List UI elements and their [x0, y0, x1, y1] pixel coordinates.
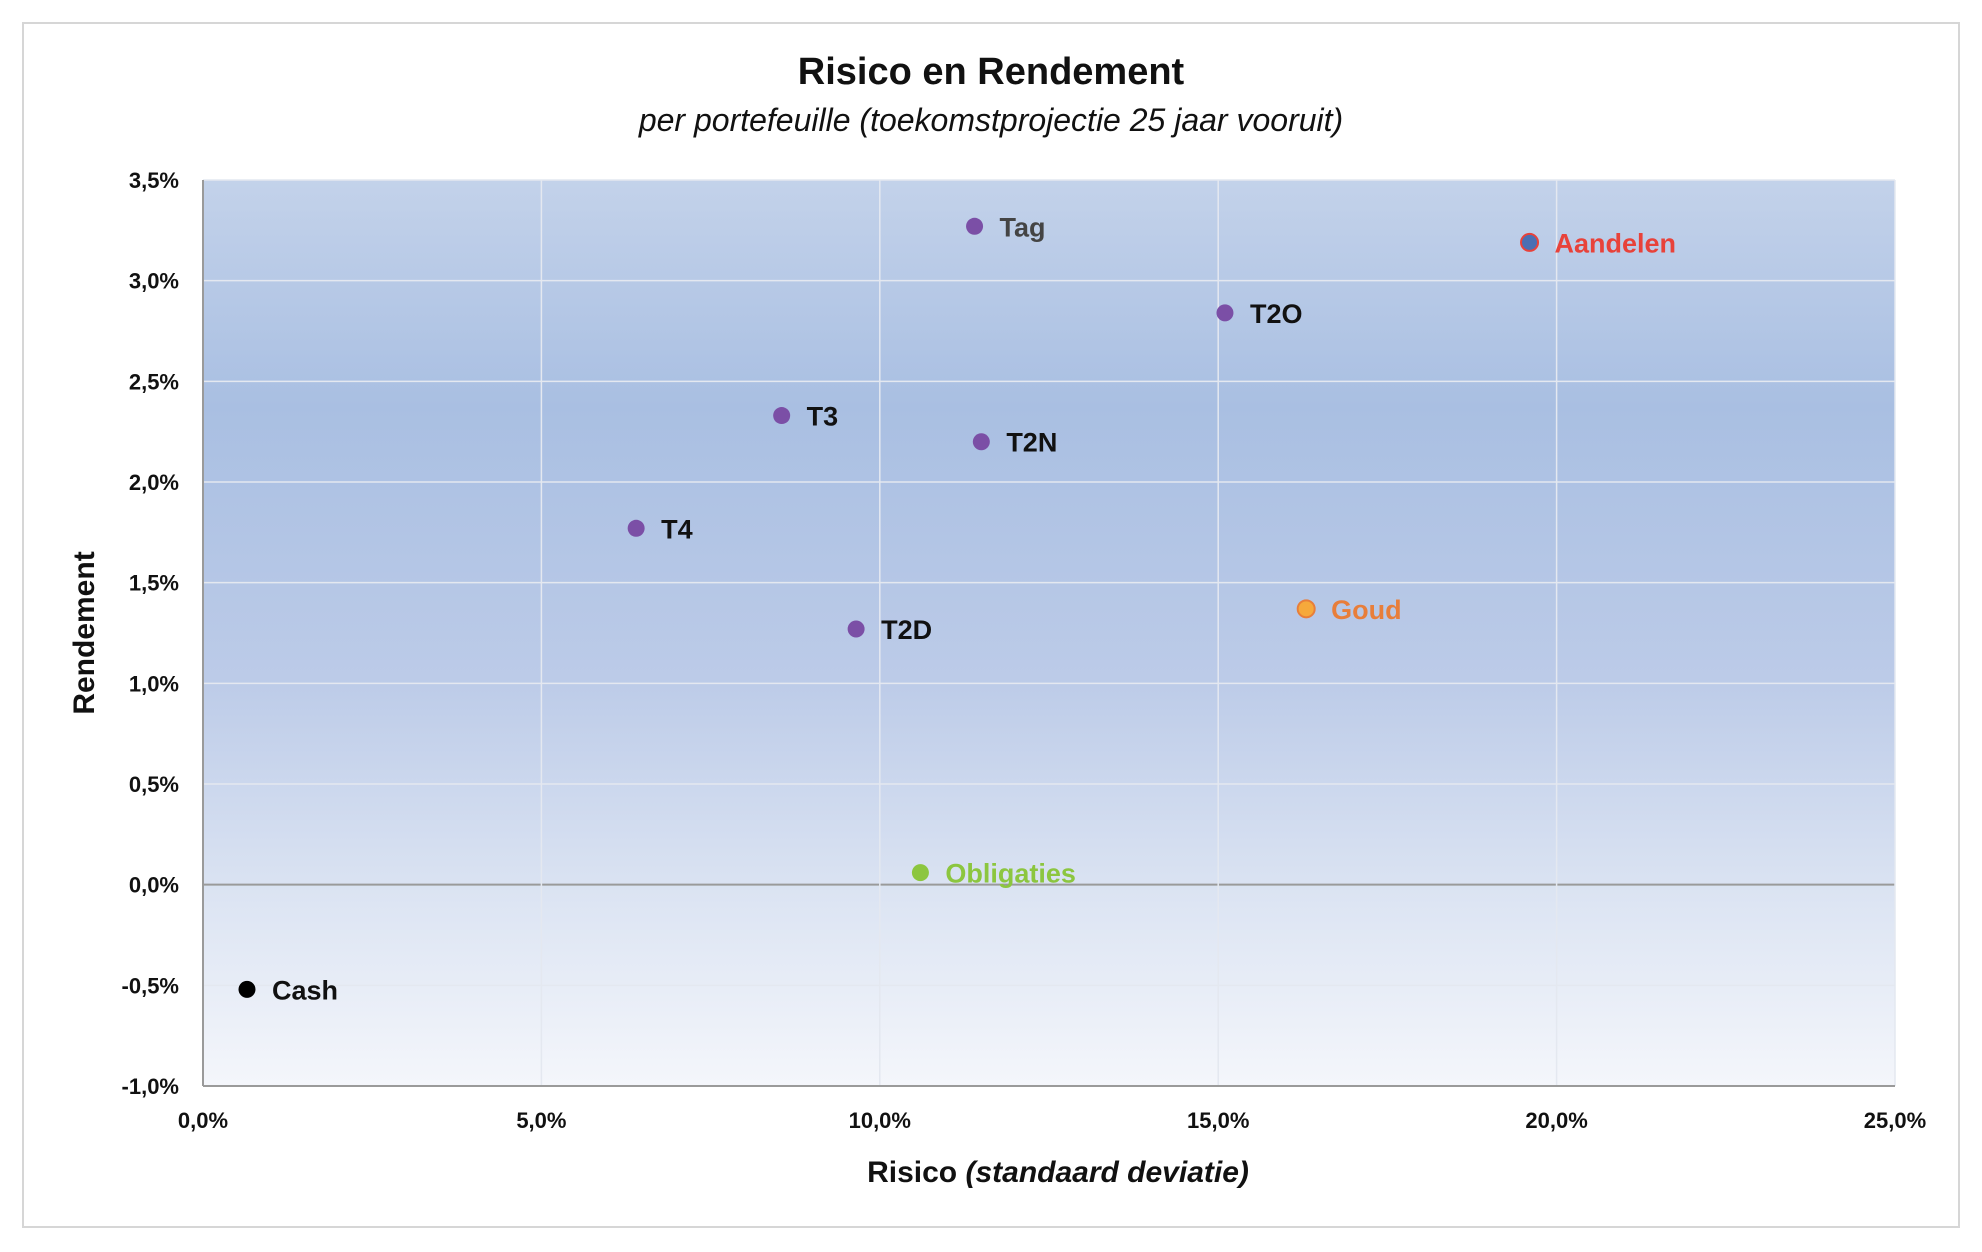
x-tick-label: 20,0% — [1525, 1108, 1587, 1133]
point-goud — [1296, 599, 1316, 619]
y-axis-label: Rendement — [68, 551, 101, 714]
x-axis-label: Risico (standaard deviatie) — [867, 1156, 1249, 1189]
point-label-aandelen: Aandelen — [1555, 228, 1677, 258]
y-tick-label: 1,0% — [129, 671, 179, 696]
x-tick-label: 10,0% — [849, 1108, 911, 1133]
y-tick-label: 0,5% — [129, 772, 179, 797]
data-points: Tag Aandelen T2O T3 T2N T4 Goud T2D Obligaties Ca… — [238, 212, 1676, 1005]
x-tick-label: 5,0% — [516, 1108, 566, 1133]
point-aandelen — [1520, 232, 1540, 252]
point-label-t4: T4 — [661, 514, 693, 544]
point-t3 — [773, 407, 791, 425]
y-tick-label: -0,5% — [122, 973, 179, 998]
y-tick-label: 0,0% — [129, 873, 179, 898]
point-label-cash: Cash — [272, 975, 338, 1005]
point-label-obligaties: Obligaties — [945, 859, 1076, 889]
point-t2n — [972, 433, 990, 451]
point-label-t3: T3 — [807, 402, 839, 432]
point-t4 — [627, 519, 645, 537]
point-label-tag: Tag — [1000, 212, 1046, 242]
y-tick-label: -1,0% — [122, 1074, 179, 1099]
point-label-t2o: T2O — [1250, 299, 1303, 329]
chart-title: Risico en Rendement — [798, 51, 1185, 93]
point-label-goud: Goud — [1331, 595, 1401, 625]
grid-lines — [202, 179, 1896, 1087]
point-obligaties — [911, 864, 929, 882]
x-tick-label: 25,0% — [1864, 1108, 1926, 1133]
y-tick-label: 3,5% — [129, 168, 179, 193]
x-axis-label-italic: (standaard deviatie) — [965, 1156, 1248, 1189]
point-label-t2d: T2D — [881, 615, 932, 645]
point-tag — [966, 217, 984, 235]
chart-subtitle: per portefeuille (toekomstprojectie 25 j… — [638, 102, 1343, 138]
x-axis-label-main: Risico — [867, 1156, 957, 1189]
y-axis-ticks: -1,0% -0,5% 0,0% 0,5% 1,0% 1,5% 2,0% 2,5% 3,0% 3,… — [122, 168, 179, 1099]
y-tick-label: 3,0% — [129, 269, 179, 294]
y-tick-label: 1,5% — [129, 571, 179, 596]
point-t2d — [847, 620, 865, 638]
x-tick-label: 15,0% — [1187, 1108, 1249, 1133]
plot-area — [203, 180, 1895, 1086]
point-label-t2n: T2N — [1006, 428, 1057, 458]
y-tick-label: 2,0% — [129, 470, 179, 495]
x-tick-label: 0,0% — [178, 1108, 228, 1133]
x-axis-ticks: 0,0% 5,0% 10,0% 15,0% 20,0% 25,0% — [178, 1108, 1926, 1133]
point-t2o — [1216, 304, 1234, 322]
y-tick-label: 2,5% — [129, 369, 179, 394]
point-cash — [238, 980, 256, 998]
